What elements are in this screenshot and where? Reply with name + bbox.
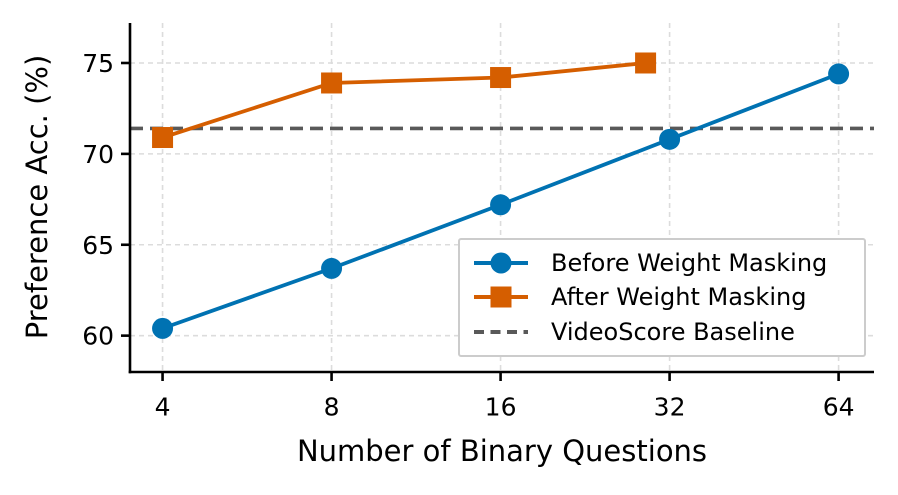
data-point-circle [490,194,512,216]
legend-item-videoscore-baseline: VideoScore Baseline [472,317,852,347]
series-line-after-weight-masking [160,61,648,140]
legend-label-videoscore-baseline: VideoScore Baseline [551,317,795,346]
data-point-square [152,127,174,149]
x-tick-label: 16 [485,393,517,422]
y-tick-label: 75 [82,49,114,78]
legend-label-after-weight-masking: After Weight Masking [551,283,807,312]
data-point-circle [828,63,850,85]
y-tick-label: 70 [82,140,114,169]
legend-item-after-weight-masking: After Weight Masking [472,282,852,312]
data-point-circle [152,317,174,339]
x-tick-label: 8 [324,393,340,422]
legend-sample-square-line-icon [474,286,528,308]
legend-label-before-weight-masking: Before Weight Masking [551,249,828,278]
legend-sample-circle-line-icon [474,252,528,274]
data-point-circle [659,128,681,150]
y-tick-label: 60 [82,322,114,351]
data-point-square [635,52,657,74]
data-series-layer [152,52,850,339]
legend-sample-dashed-line-icon [474,329,528,334]
legend: Before Weight Masking After Weight Maski… [458,238,866,357]
data-point-circle [321,257,343,279]
y-axis-label: Preference Acc. (%) [20,55,54,340]
tick-marks [121,61,840,381]
data-point-square [490,67,512,89]
x-tick-label: 64 [823,393,855,422]
y-tick-label: 65 [82,231,114,260]
x-tick-label: 4 [155,393,171,422]
data-point-square [321,72,343,94]
tick-labels: 4 8 16 32 64 60 65 70 75 [82,49,854,422]
x-tick-label: 32 [654,393,686,422]
legend-item-before-weight-masking: Before Weight Masking [472,248,852,278]
x-axis-label: Number of Binary Questions [297,434,707,468]
